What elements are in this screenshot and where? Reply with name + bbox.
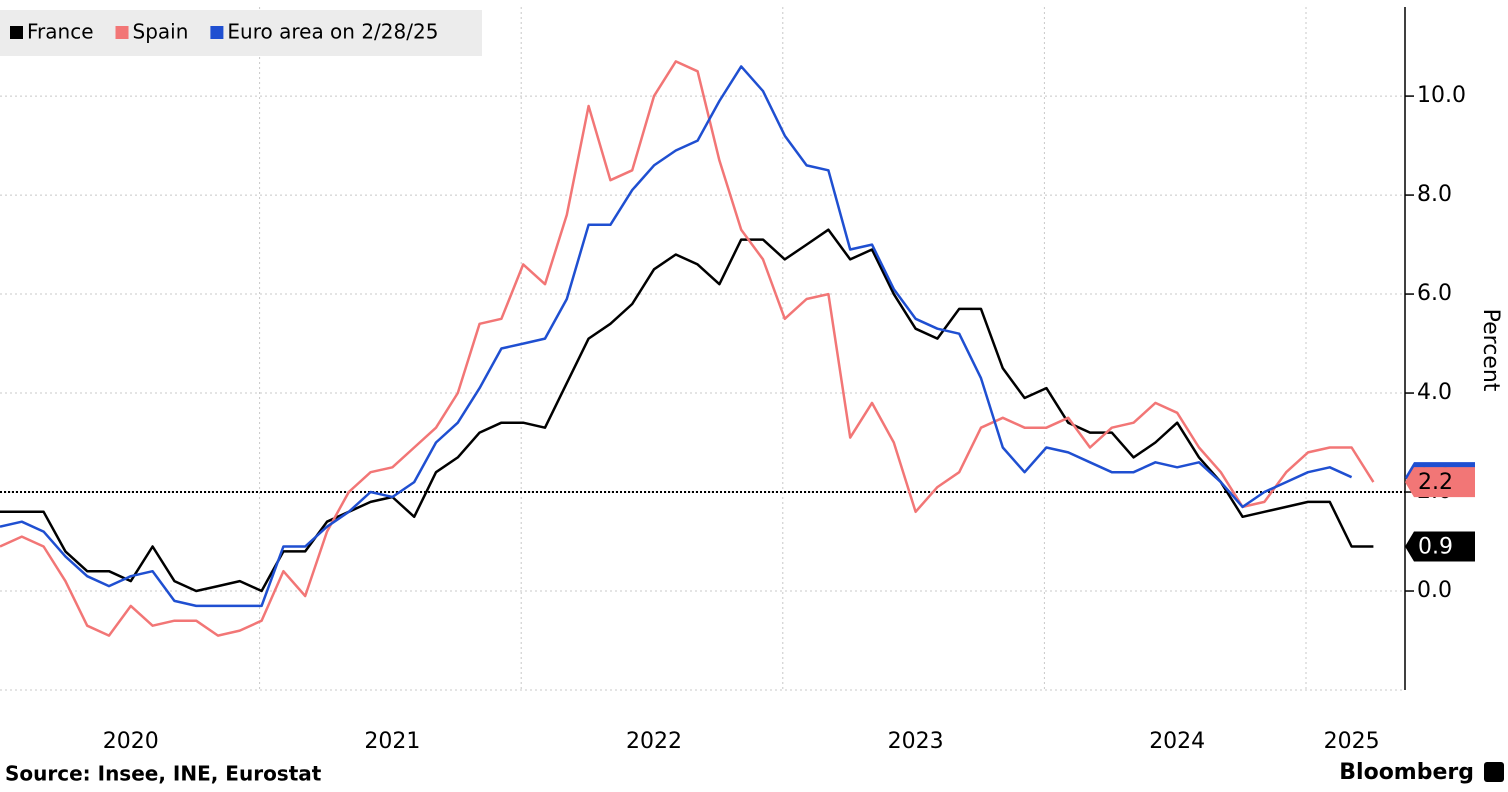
value-label: 0.9 (1418, 534, 1453, 559)
series-line (0, 65, 1353, 608)
grid (0, 7, 1405, 690)
brand: Bloomberg (1339, 760, 1474, 785)
lines (0, 60, 1405, 637)
legend-label: Spain (133, 20, 189, 44)
legend-box (0, 10, 482, 56)
x-tick-label: 2025 (1324, 729, 1380, 754)
y-tick-label: 4.0 (1417, 380, 1452, 405)
legend-label: France (27, 20, 94, 44)
y-tick-label: 0.0 (1417, 578, 1452, 603)
value-tag (1405, 467, 1475, 498)
x-tick-label: 2020 (103, 729, 159, 754)
x-tick-label: 2021 (364, 729, 420, 754)
y-axis-label: Percent (1478, 309, 1503, 392)
x-tick-label: 2024 (1149, 729, 1205, 754)
legend-label: Euro area on 2/28/25 (227, 20, 438, 44)
legend-swatch (210, 26, 224, 39)
brand-icon (1484, 762, 1504, 782)
series-line (0, 60, 1375, 637)
x-tick-label: 2023 (888, 729, 944, 754)
value-tags: 2.32.20.9 (1405, 462, 1475, 562)
x-tick-label: 2022 (626, 729, 682, 754)
axis: 0.02.04.06.08.010.0202020212022202320242… (103, 83, 1466, 754)
y-tick-label: 10.0 (1417, 83, 1466, 108)
legend-swatch (115, 26, 129, 39)
value-tag (1405, 531, 1475, 562)
y-tick-label: 8.0 (1417, 182, 1452, 207)
series-line (0, 228, 1374, 593)
source: Source: Insee, INE, Eurostat (5, 762, 322, 786)
legend: France Spain Euro area on 2/28/25 (10, 20, 438, 44)
y-tick-label: 6.0 (1417, 281, 1452, 306)
legend-swatch (10, 26, 23, 39)
value-label: 2.2 (1418, 470, 1453, 495)
